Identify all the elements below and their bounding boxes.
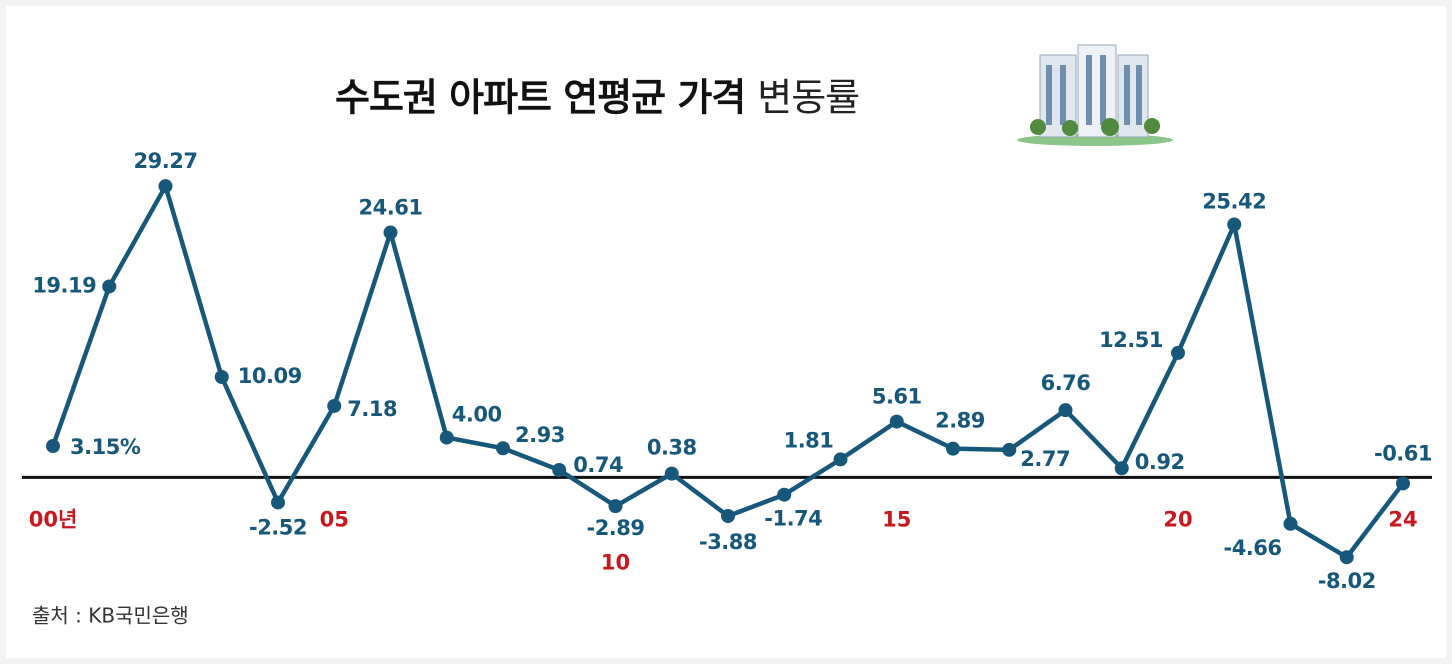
data-label: 12.51: [1099, 328, 1163, 352]
data-label: -2.89: [586, 516, 644, 540]
data-label: -4.66: [1223, 536, 1281, 560]
x-tick-label: 20: [1163, 507, 1192, 531]
data-label: 19.19: [32, 273, 96, 297]
data-label: -3.88: [699, 530, 757, 554]
x-tick-label: 15: [882, 507, 911, 531]
point: [327, 399, 341, 413]
point: [1002, 443, 1016, 457]
point: [946, 442, 960, 456]
data-label: 2.93: [515, 423, 565, 447]
data-label: 1.81: [784, 428, 834, 452]
point: [496, 441, 510, 455]
chart-subtitle: 변동률: [757, 76, 859, 120]
point: [1227, 217, 1241, 231]
point: [102, 279, 116, 293]
page: 수도권 아파트 연평균 가격 변동률 출처 : KB국민은행 00년 05 10 15…: [0, 0, 1452, 664]
point: [777, 488, 791, 502]
data-label: 25.42: [1202, 189, 1266, 213]
point: [665, 467, 679, 481]
point: [552, 463, 566, 477]
point: [1340, 550, 1354, 564]
chart-title: 수도권 아파트 연평균 가격: [335, 76, 745, 120]
data-label: 24.61: [359, 196, 423, 220]
point: [834, 452, 848, 466]
data-label: 29.27: [134, 149, 198, 173]
data-label: 3.15%: [70, 435, 141, 459]
data-label: -8.02: [1318, 569, 1376, 593]
data-label: -0.61: [1374, 441, 1432, 465]
data-label: 5.61: [872, 385, 922, 409]
point: [609, 499, 623, 513]
chart: 수도권 아파트 연평균 가격 변동률 출처 : KB국민은행 00년 05 10 15…: [0, 0, 1452, 664]
point: [890, 415, 904, 429]
source: 출처 : KB국민은행: [32, 604, 189, 628]
data-label: 0.92: [1135, 450, 1185, 474]
data-label: 0.38: [647, 436, 697, 460]
point: [159, 179, 173, 193]
data-label: -1.74: [764, 507, 822, 531]
data-label: -2.52: [249, 515, 307, 539]
point: [1396, 476, 1410, 490]
x-tick-label: 24: [1388, 507, 1417, 531]
data-label: 7.18: [347, 397, 397, 421]
point: [440, 431, 454, 445]
point: [721, 509, 735, 523]
x-tick-label: 05: [320, 507, 349, 531]
data-label: 6.76: [1041, 371, 1091, 395]
point: [1115, 461, 1129, 475]
point: [215, 370, 229, 384]
point: [1284, 517, 1298, 531]
data-label: 2.77: [1020, 447, 1070, 471]
point: [271, 495, 285, 509]
x-tick-label: 10: [601, 550, 630, 574]
point: [1059, 403, 1073, 417]
data-label: 4.00: [452, 403, 502, 427]
point: [46, 439, 60, 453]
data-label: 2.89: [935, 409, 985, 433]
data-label: 10.09: [238, 364, 302, 388]
x-tick-label: 00년: [29, 507, 78, 531]
point: [384, 226, 398, 240]
data-label: 0.74: [573, 453, 623, 477]
point: [1171, 346, 1185, 360]
